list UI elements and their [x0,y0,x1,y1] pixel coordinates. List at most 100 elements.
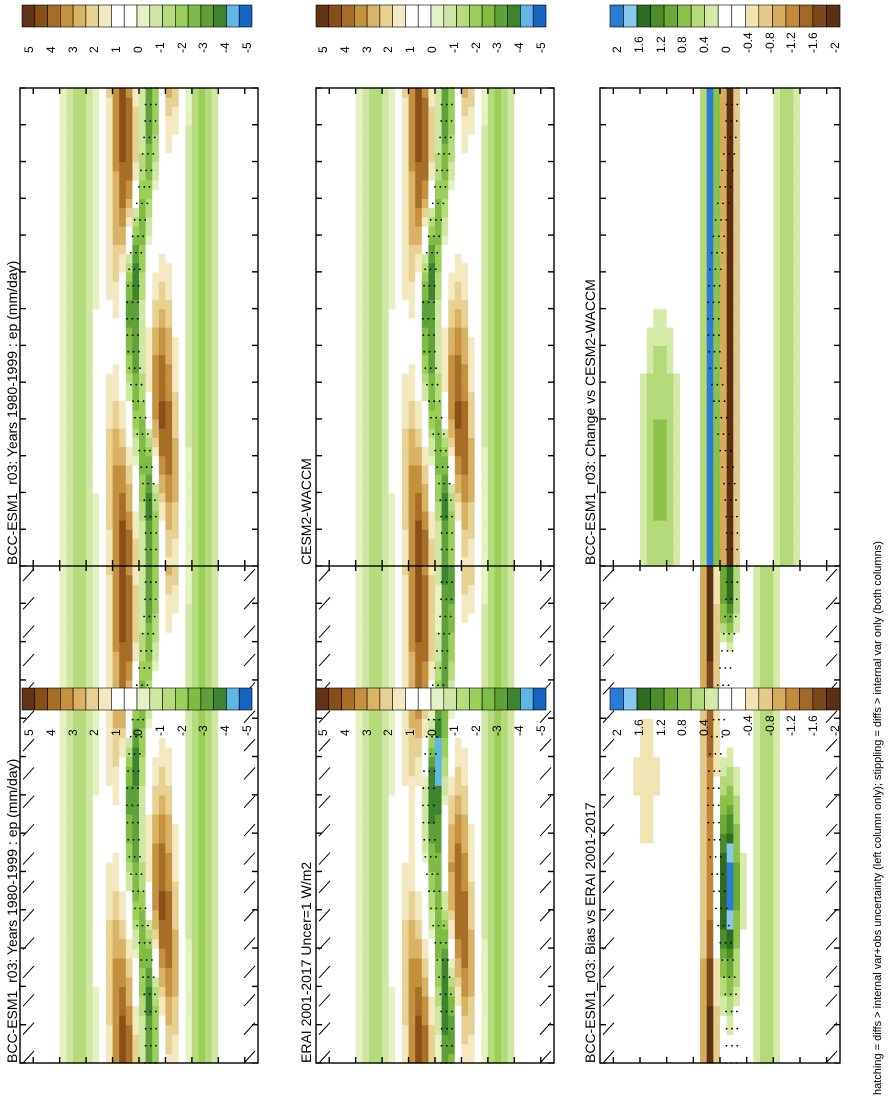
panel-1-cell [191,794,200,805]
panel-2-cell [39,290,47,300]
panel-2-cell [66,317,74,328]
panel-2-cell [92,492,100,503]
panel-1-cell [145,584,153,595]
panel-1-cell [224,679,233,691]
panel-2-cell [198,391,206,402]
panel-2-cell [198,189,206,199]
panel-2-cell [238,235,246,245]
panel-3-cell [435,842,443,853]
panel-1-cell [218,823,226,834]
panel-2-cell [59,262,67,273]
panel-2-cell [119,161,127,172]
panel-1-cell [53,804,61,815]
panel-1-cell [172,890,180,901]
panel-2-cell [185,317,193,328]
panel-3-cell [421,909,429,920]
panel-1-cell [231,996,239,1007]
panel-3-cell [487,909,496,920]
panel-1-cell [178,708,186,719]
panel-1-stipple [146,684,149,687]
panel-3-cell [534,976,542,987]
panel-1-cell [198,747,206,758]
panel-2-cell [224,97,233,107]
panel-2-cell [119,106,127,117]
panel-2-cell [185,134,193,144]
panel-2-cell [139,382,147,392]
panel-3-cell [527,900,535,911]
panel-1-cell [205,909,213,920]
panel-2-cell [53,428,61,438]
panel-1-cell [152,890,160,901]
panel-2-cell [198,363,206,374]
panel-3-cell [355,986,363,997]
panel-2-cell [53,88,61,98]
panel-3-cell [494,996,502,1007]
panel-2-cell [165,520,173,530]
panel-2-cell [26,290,34,300]
panel-2-cell [33,391,41,402]
panel-3-cell [355,928,363,940]
panel-1-cell [59,1015,67,1026]
panel-1-cell [191,986,200,997]
panel-3-cell [435,871,443,882]
panel-3-cell [362,996,370,1007]
panel-1-cell [92,976,100,987]
panel-3-cell [514,1053,522,1064]
panel-1-cell [178,603,186,614]
panel-1-cell [139,909,147,920]
panel-1-cell [145,727,153,738]
panel-2-cell [152,198,160,209]
panel-1-cell [211,852,219,863]
panel-2-stipple [143,136,146,139]
panel-1-cell [172,852,180,863]
panel-1-cell [39,852,47,863]
panel-3-cell [448,890,456,901]
panel-2-cell [224,428,233,438]
panel-3-cell [388,976,396,987]
panel-2-cell [198,483,206,494]
panel-1-cell [119,1034,127,1045]
panel-2-cell [99,382,107,392]
panel-1-cell [119,976,127,987]
panel-1-cell [185,737,193,748]
panel-2-cell [53,262,61,273]
panel-2-cell [224,464,233,475]
panel-2-cell [26,520,34,530]
panel-1-cell [211,756,219,767]
panel-1-cell [238,1034,246,1045]
panel-1-cell [53,679,61,691]
panel-3-cell [520,814,529,825]
panel-1-cell [72,584,81,595]
panel-2-cell [224,336,233,346]
panel-1-cell [132,871,140,882]
panel-2-cell [119,189,127,199]
panel-2-cell [218,253,226,264]
panel-2-cell [152,271,160,282]
panel-2-cell [185,308,193,319]
panel-3-cell [335,852,343,863]
panel-2-cell [152,299,160,310]
panel-2-cell [145,198,153,209]
panel-2-cell [59,418,67,429]
panel-1-cell [251,718,259,729]
panel-2-cell [46,317,54,328]
panel-1-cell [224,890,233,901]
panel-2-cell [125,189,133,199]
panel-1-cell [145,890,153,901]
panel-1-cell [211,1005,219,1016]
panel-1-hatch [22,852,35,865]
panel-2-cell [231,556,239,567]
panel-1-cell [224,727,233,738]
panel-1-cell [72,641,81,652]
panel-2-cell [119,391,127,402]
panel-1-cell [105,986,114,997]
panel-2-cell [105,409,114,420]
panel-1-cell [238,574,246,585]
panel-2-cell [132,400,140,411]
panel-2-cell [224,556,233,567]
panel-2-stipple [128,268,131,271]
panel-2-cell [132,262,140,273]
panel-1-cell [251,871,259,882]
panel-1-cell [132,957,140,968]
panel-2-cell [191,253,200,264]
